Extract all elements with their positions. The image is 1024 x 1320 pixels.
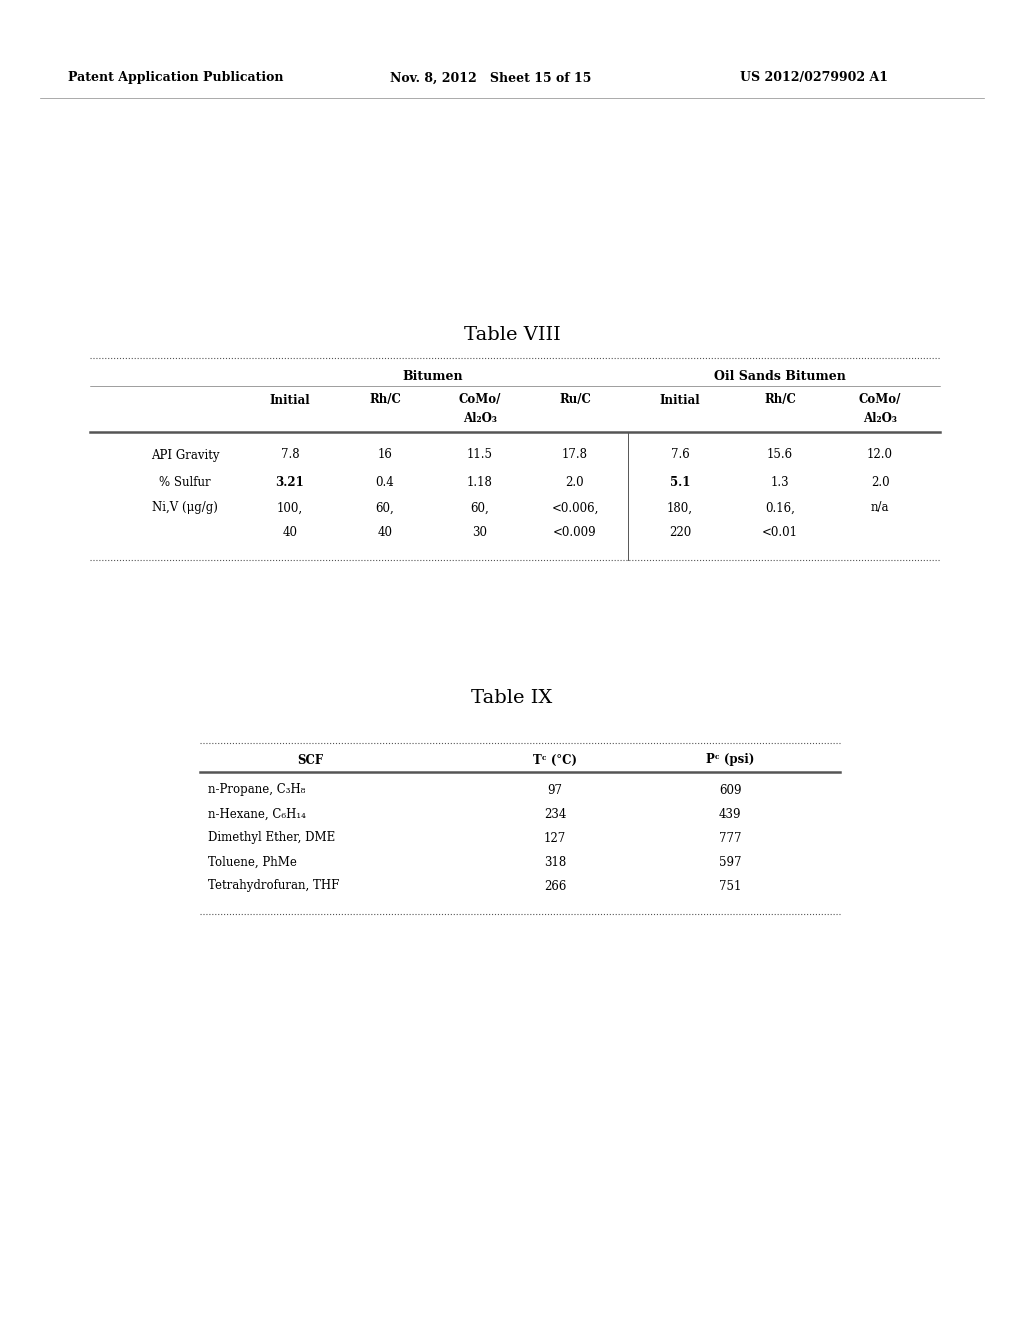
- Text: 100,: 100,: [276, 502, 303, 515]
- Text: 15.6: 15.6: [767, 449, 793, 462]
- Text: 609: 609: [719, 784, 741, 796]
- Text: 40: 40: [283, 527, 298, 540]
- Text: 30: 30: [472, 527, 487, 540]
- Text: Nov. 8, 2012   Sheet 15 of 15: Nov. 8, 2012 Sheet 15 of 15: [390, 71, 592, 84]
- Text: 180,: 180,: [667, 502, 693, 515]
- Text: 0.16,: 0.16,: [765, 502, 795, 515]
- Text: 597: 597: [719, 855, 741, 869]
- Text: 220: 220: [669, 527, 691, 540]
- Text: 266: 266: [544, 879, 566, 892]
- Text: Oil Sands Bitumen: Oil Sands Bitumen: [714, 370, 846, 383]
- Text: 11.5: 11.5: [467, 449, 493, 462]
- Text: 1.3: 1.3: [771, 475, 790, 488]
- Text: 5.1: 5.1: [670, 475, 690, 488]
- Text: 234: 234: [544, 808, 566, 821]
- Text: Rh/C: Rh/C: [369, 393, 401, 407]
- Text: Al₂O₃: Al₂O₃: [863, 412, 897, 425]
- Text: Bitumen: Bitumen: [402, 370, 463, 383]
- Text: 127: 127: [544, 832, 566, 845]
- Text: Al₂O₃: Al₂O₃: [463, 412, 497, 425]
- Text: Dimethyl Ether, DME: Dimethyl Ether, DME: [208, 832, 335, 845]
- Text: 777: 777: [719, 832, 741, 845]
- Text: Rh/C: Rh/C: [764, 393, 796, 407]
- Text: 7.6: 7.6: [671, 449, 689, 462]
- Text: <0.01: <0.01: [762, 527, 798, 540]
- Text: n-Propane, C₃H₈: n-Propane, C₃H₈: [208, 784, 305, 796]
- Text: n-Hexane, C₆H₁₄: n-Hexane, C₆H₁₄: [208, 808, 306, 821]
- Text: Table VIII: Table VIII: [464, 326, 560, 345]
- Text: Initial: Initial: [659, 393, 700, 407]
- Text: CoMo/: CoMo/: [859, 393, 901, 407]
- Text: 7.8: 7.8: [281, 449, 299, 462]
- Text: Ni,V (μg/g): Ni,V (μg/g): [152, 502, 218, 515]
- Text: Initial: Initial: [269, 393, 310, 407]
- Text: 40: 40: [378, 527, 392, 540]
- Text: 3.21: 3.21: [275, 475, 304, 488]
- Text: 318: 318: [544, 855, 566, 869]
- Text: Table IX: Table IX: [471, 689, 553, 708]
- Text: 2.0: 2.0: [870, 475, 889, 488]
- Text: Tᶜ (°C): Tᶜ (°C): [534, 754, 577, 767]
- Text: Ru/C: Ru/C: [559, 393, 591, 407]
- Text: n/a: n/a: [870, 502, 889, 515]
- Text: API Gravity: API Gravity: [151, 449, 219, 462]
- Text: <0.006,: <0.006,: [551, 502, 599, 515]
- Text: Pᶜ (psi): Pᶜ (psi): [706, 754, 755, 767]
- Text: SCF: SCF: [297, 754, 323, 767]
- Text: 1.18: 1.18: [467, 475, 493, 488]
- Text: Tetrahydrofuran, THF: Tetrahydrofuran, THF: [208, 879, 339, 892]
- Text: 0.4: 0.4: [376, 475, 394, 488]
- Text: 12.0: 12.0: [867, 449, 893, 462]
- Text: 17.8: 17.8: [562, 449, 588, 462]
- Text: 2.0: 2.0: [565, 475, 585, 488]
- Text: US 2012/0279902 A1: US 2012/0279902 A1: [740, 71, 888, 84]
- Text: Patent Application Publication: Patent Application Publication: [68, 71, 284, 84]
- Text: CoMo/: CoMo/: [459, 393, 501, 407]
- Text: 60,: 60,: [471, 502, 489, 515]
- Text: % Sulfur: % Sulfur: [159, 475, 211, 488]
- Text: 60,: 60,: [376, 502, 394, 515]
- Text: Toluene, PhMe: Toluene, PhMe: [208, 855, 297, 869]
- Text: <0.009: <0.009: [553, 527, 597, 540]
- Text: 97: 97: [548, 784, 562, 796]
- Text: 439: 439: [719, 808, 741, 821]
- Text: 16: 16: [378, 449, 392, 462]
- Text: 751: 751: [719, 879, 741, 892]
